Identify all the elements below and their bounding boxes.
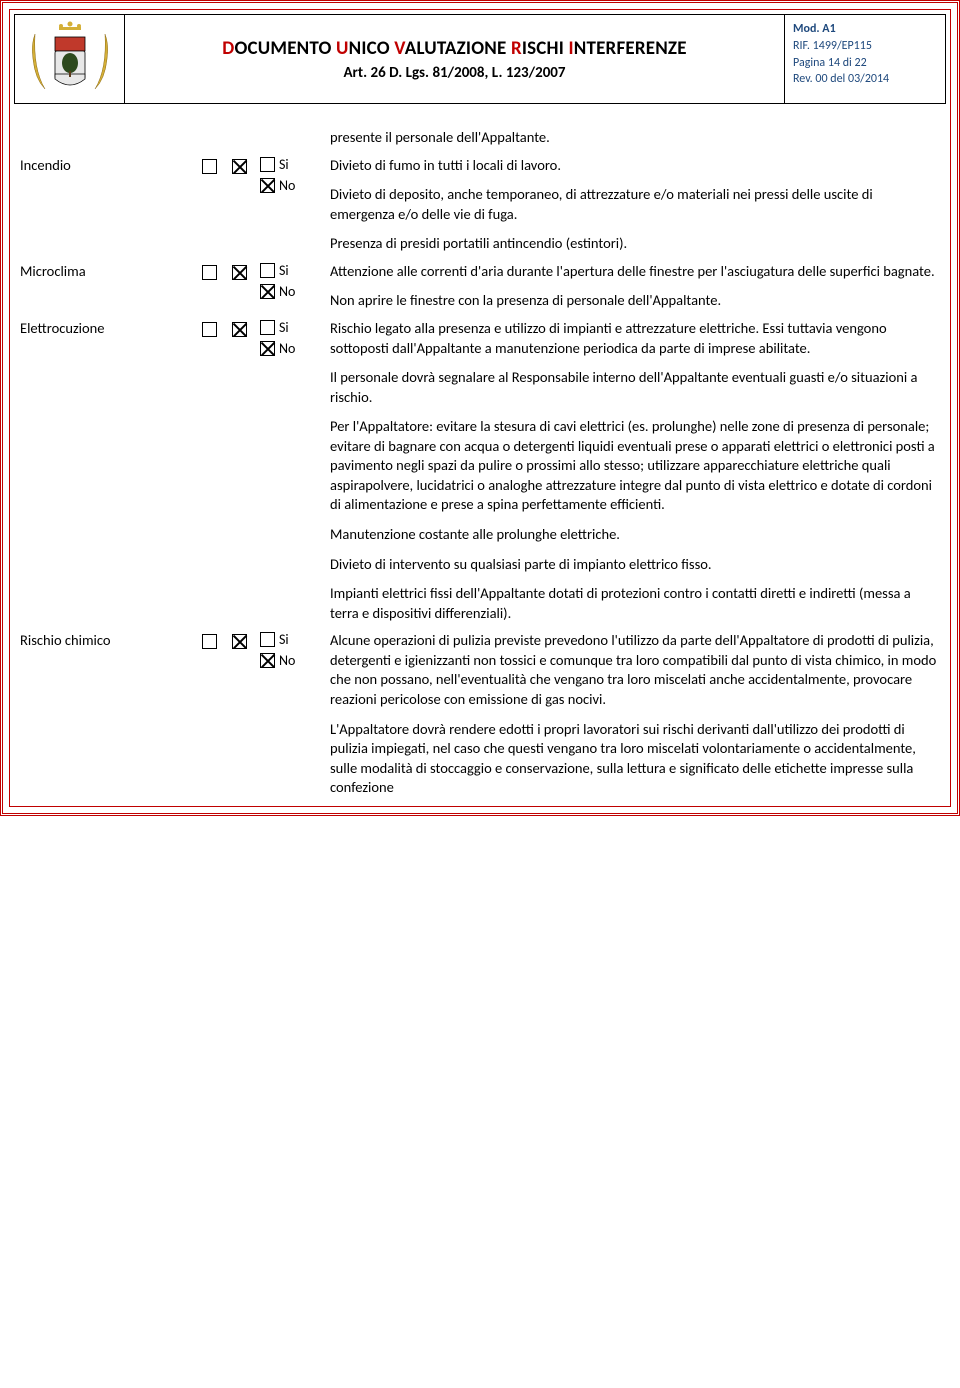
checkbox-col-2 — [224, 152, 254, 258]
no-option: No — [260, 283, 318, 300]
si-no-cell: Si No — [254, 627, 324, 802]
risk-label: Elettrocuzione — [14, 315, 194, 627]
checkbox-col-1 — [194, 124, 224, 152]
si-label: Si — [279, 156, 289, 173]
description-paragraph: Per l'Appaltatore: evitare la stesura di… — [330, 417, 940, 515]
description-paragraph: Divieto di fumo in tutti i locali di lav… — [330, 156, 940, 176]
checkbox-checked-icon — [260, 341, 275, 356]
checkbox-checked-icon — [232, 322, 247, 337]
no-option: No — [260, 177, 318, 194]
si-option: Si — [260, 262, 318, 279]
table-row: Elettrocuzione Si No Rischio legato alla pr… — [14, 315, 946, 627]
risk-label: Microclima — [14, 258, 194, 315]
title-cell: DOCUMENTO UNICO VALUTAZIONE RISCHI INTER… — [125, 15, 785, 103]
si-label: Si — [279, 319, 289, 336]
si-no-cell: Si No — [254, 152, 324, 258]
checkbox-empty-icon — [260, 263, 275, 278]
page-inner-border: DOCUMENTO UNICO VALUTAZIONE RISCHI INTER… — [9, 9, 951, 807]
checkbox-col-2 — [224, 124, 254, 152]
no-option: No — [260, 340, 318, 357]
description-paragraph: Attenzione alle correnti d'aria durante … — [330, 262, 940, 282]
description-paragraph: Rischio legato alla presenza e utilizzo … — [330, 319, 940, 358]
checkbox-col-2 — [224, 315, 254, 627]
checkbox-col-1 — [194, 258, 224, 315]
si-option: Si — [260, 631, 318, 648]
checkbox-checked-icon — [260, 284, 275, 299]
checkbox-empty-icon — [202, 159, 217, 174]
description-paragraph: Il personale dovrà segnalare al Responsa… — [330, 368, 940, 407]
table-row: Microclima Si No Attenzione alle correnti d… — [14, 258, 946, 315]
description-paragraph: Presenza di presidi portatili antincendi… — [330, 234, 940, 254]
meta-pagina: Pagina 14 di 22 — [793, 55, 937, 72]
checkbox-empty-icon — [260, 157, 275, 172]
description-cell: Divieto di fumo in tutti i locali di lav… — [324, 152, 946, 258]
document-header: DOCUMENTO UNICO VALUTAZIONE RISCHI INTER… — [14, 14, 946, 104]
checkbox-empty-icon — [260, 632, 275, 647]
table-row: presente il personale dell'Appaltante. — [14, 124, 946, 152]
no-label: No — [279, 283, 295, 300]
si-no-cell: Si No — [254, 258, 324, 315]
meta-mod: Mod. A1 — [793, 21, 937, 38]
meta-rev: Rev. 00 del 03/2014 — [793, 71, 937, 88]
description-cell: Rischio legato alla presenza e utilizzo … — [324, 315, 946, 627]
checkbox-empty-icon — [202, 634, 217, 649]
coat-of-arms-icon — [25, 19, 115, 99]
description-cell: Attenzione alle correnti d'aria durante … — [324, 258, 946, 315]
si-option: Si — [260, 319, 318, 336]
description-paragraph: presente il personale dell'Appaltante. — [330, 128, 940, 148]
description-paragraph: L'Appaltatore dovrà rendere edotti i pro… — [330, 720, 940, 798]
description-paragraph: Impianti elettrici fissi dell'Appaltante… — [330, 584, 940, 623]
checkbox-col-1 — [194, 627, 224, 802]
si-label: Si — [279, 262, 289, 279]
page-outer-border: DOCUMENTO UNICO VALUTAZIONE RISCHI INTER… — [0, 0, 960, 816]
description-paragraph: Manutenzione costante alle prolunghe ele… — [330, 525, 940, 545]
description-paragraph: Alcune operazioni di pulizia previste pr… — [330, 631, 940, 709]
checkbox-empty-icon — [260, 320, 275, 335]
checkbox-checked-icon — [232, 634, 247, 649]
risk-label — [14, 124, 194, 152]
logo-cell — [15, 15, 125, 103]
meta-cell: Mod. A1 RIF. 1499/EP115 Pagina 14 di 22 … — [785, 15, 945, 103]
checkbox-col-2 — [224, 627, 254, 802]
description-paragraph: Divieto di deposito, anche temporaneo, d… — [330, 185, 940, 224]
checkbox-checked-icon — [232, 265, 247, 280]
checkbox-empty-icon — [202, 265, 217, 280]
meta-rif: RIF. 1499/EP115 — [793, 38, 937, 55]
no-label: No — [279, 177, 295, 194]
document-subtitle: Art. 26 D. Lgs. 81/2008, L. 123/2007 — [343, 64, 565, 82]
table-row: Incendio Si No Divieto di fumo in tutti i l… — [14, 152, 946, 258]
checkbox-checked-icon — [260, 178, 275, 193]
si-no-cell — [254, 124, 324, 152]
checkbox-checked-icon — [260, 653, 275, 668]
description-paragraph: Non aprire le finestre con la presenza d… — [330, 291, 940, 311]
checkbox-col-1 — [194, 315, 224, 627]
no-label: No — [279, 652, 295, 669]
risk-label: Rischio chimico — [14, 627, 194, 802]
risk-table: presente il personale dell'Appaltante. In… — [14, 124, 946, 802]
risk-label: Incendio — [14, 152, 194, 258]
no-label: No — [279, 340, 295, 357]
checkbox-empty-icon — [202, 322, 217, 337]
description-cell: Alcune operazioni di pulizia previste pr… — [324, 627, 946, 802]
checkbox-col-1 — [194, 152, 224, 258]
si-option: Si — [260, 156, 318, 173]
si-no-cell: Si No — [254, 315, 324, 627]
document-title: DOCUMENTO UNICO VALUTAZIONE RISCHI INTER… — [222, 37, 686, 60]
table-row: Rischio chimico Si No Alcune operazioni di … — [14, 627, 946, 802]
description-cell: presente il personale dell'Appaltante. — [324, 124, 946, 152]
checkbox-checked-icon — [232, 159, 247, 174]
si-label: Si — [279, 631, 289, 648]
no-option: No — [260, 652, 318, 669]
description-paragraph: Divieto di intervento su qualsiasi parte… — [330, 555, 940, 575]
checkbox-col-2 — [224, 258, 254, 315]
